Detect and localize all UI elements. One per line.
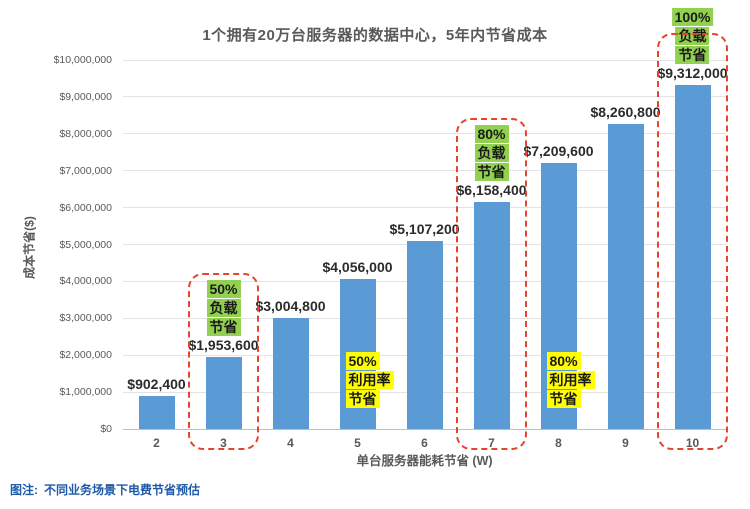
grid-line [123, 207, 726, 209]
dashed-highlight-box [657, 33, 728, 450]
y-axis-tick-label: $4,000,000 [59, 275, 112, 288]
annotation-line: 利用率 [345, 371, 394, 390]
y-axis-tick-label: $0 [100, 423, 112, 435]
bar-value-label: $902,400 [127, 375, 186, 392]
x-axis-tick-label: 10 [685, 436, 700, 450]
x-axis-tick-label: 8 [555, 436, 562, 450]
figure-note-prefix: 图注: [10, 483, 38, 497]
bar-value-label: $5,107,200 [389, 220, 460, 237]
annotation-line: 负载 [672, 27, 714, 46]
x-axis-tick-label: 6 [421, 436, 428, 450]
annotation-yellow: 50% 利用率 节省 [345, 352, 394, 409]
x-axis-tick-label: 3 [220, 436, 227, 450]
y-axis-tick-label: $6,000,000 [59, 201, 112, 214]
bar [138, 395, 175, 429]
bar-value-label: $8,260,800 [590, 104, 661, 121]
x-axis-tick-label: 5 [354, 436, 361, 450]
annotation-line: 节省 [474, 162, 509, 182]
bar [473, 201, 510, 429]
bar-value-label: $9,312,000 [657, 65, 728, 82]
annotation-highlight-text: 负载 [675, 27, 710, 46]
bar [406, 240, 443, 429]
x-axis-tick-label: 9 [622, 436, 629, 450]
grid-line [123, 133, 726, 135]
annotation-highlight-text: 100% [671, 8, 714, 27]
bar [674, 85, 711, 429]
bar-value-label: $3,004,800 [255, 298, 326, 315]
x-axis-line [123, 428, 726, 430]
figure-note: 图注: 不同业务场景下电费节省预估 [10, 481, 200, 498]
annotation-green: 50% 负载 节省 [206, 279, 241, 337]
annotation-highlight-text: 节省 [206, 317, 241, 336]
y-axis-tick-label: $8,000,000 [59, 127, 112, 140]
annotation-highlight-text: 节省 [675, 46, 710, 65]
y-axis-tick-label: $9,000,000 [59, 90, 112, 103]
annotation-highlight-text: 利用率 [546, 371, 595, 389]
annotation-highlight-text: 负载 [206, 298, 241, 317]
annotation-line: 80% [474, 124, 509, 144]
y-axis-tick-label: $5,000,000 [59, 238, 112, 251]
annotation-line: 50% [345, 352, 394, 371]
dashed-highlight-box [456, 117, 527, 450]
annotation-line: 100% [671, 8, 714, 27]
dashed-highlight-box [188, 272, 259, 450]
annotation-highlight-text: 50% [206, 279, 241, 298]
annotation-line: 负载 [474, 143, 509, 163]
y-axis-tick-label: $7,000,000 [59, 164, 112, 177]
grid-line [123, 96, 726, 98]
grid-line [123, 170, 726, 172]
x-axis-tick-label: 2 [153, 436, 160, 450]
annotation-highlight-text: 80% [546, 352, 581, 370]
annotation-highlight-text: 80% [474, 124, 509, 143]
y-axis-tick-label: $1,000,000 [59, 386, 112, 399]
x-axis-title: 单台服务器能耗节省 (W) [356, 454, 493, 468]
y-axis-tick-label: $3,000,000 [59, 312, 112, 325]
annotation-highlight-text: 节省 [474, 162, 509, 181]
y-axis-tick-label: $2,000,000 [59, 349, 112, 362]
annotation-line: 负载 [206, 298, 241, 318]
grid-line [123, 59, 726, 61]
annotation-line: 节省 [345, 390, 394, 409]
annotation-green: 100% 负载 节省 [671, 8, 714, 65]
bar [607, 124, 644, 429]
annotation-line: 利用率 [546, 371, 595, 390]
annotation-line: 80% [546, 352, 595, 371]
figure-note-text: 不同业务场景下电费节省预估 [44, 483, 201, 497]
annotation-yellow: 80% 利用率 节省 [546, 352, 595, 409]
bar-value-label: $7,209,600 [523, 142, 594, 159]
bar-value-label: $6,158,400 [456, 181, 527, 198]
bar-value-label: $4,056,000 [322, 259, 393, 276]
bar [272, 318, 309, 429]
x-axis-tick-label: 4 [287, 436, 294, 450]
chart-title: 1个拥有20万台服务器的数据中心，5年内节省成本 [202, 27, 548, 44]
annotation-highlight-text: 负载 [474, 143, 509, 162]
annotation-highlight-text: 节省 [546, 390, 581, 408]
x-axis-tick-label: 7 [488, 436, 495, 450]
annotation-line: 50% [206, 279, 241, 299]
bar [205, 356, 242, 429]
annotation-green: 80% 负载 节省 [474, 124, 509, 182]
annotation-highlight-text: 50% [345, 352, 380, 370]
annotation-line: 节省 [206, 317, 241, 337]
annotation-highlight-text: 节省 [345, 390, 380, 408]
annotation-highlight-text: 利用率 [345, 371, 394, 389]
annotation-line: 节省 [672, 46, 714, 65]
y-axis-tick-label: $10,000,000 [53, 54, 112, 66]
bar-value-label: $1,953,600 [188, 336, 259, 353]
annotation-line: 节省 [546, 390, 595, 409]
